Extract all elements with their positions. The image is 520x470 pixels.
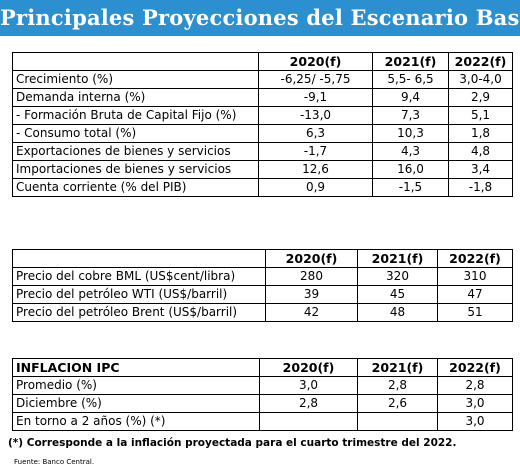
- row-label: Precio del cobre BML (US$cent/libra): [12, 267, 266, 286]
- cell-2020: 2,8: [259, 394, 358, 413]
- cell-2022: 3,0: [437, 394, 513, 413]
- table-row: Diciembre (%) 2,8 2,6 3,0: [12, 394, 513, 413]
- cell-2020: -9,1: [258, 88, 373, 107]
- cell-2022: 47: [437, 285, 513, 304]
- cell-2022: 1,8: [448, 124, 513, 143]
- header-cell: 2022(f): [448, 52, 513, 71]
- cell-2021: 10,3: [372, 124, 449, 143]
- cell-2022: -1,8: [448, 178, 513, 197]
- row-label: Importaciones de bienes y servicios: [12, 160, 259, 179]
- header-cell: 2021(f): [357, 358, 438, 377]
- footnote: (*) Corresponde a la inflación proyectad…: [8, 437, 457, 449]
- cell-2021: 4,3: [372, 142, 449, 161]
- cell-2020: 3,0: [259, 376, 358, 395]
- row-label: Cuenta corriente (% del PIB): [12, 178, 259, 197]
- table-row: - Consumo total (%) 6,3 10,3 1,8: [12, 124, 513, 143]
- cell-2020: 39: [265, 285, 358, 304]
- cell-2022: 3,0-4,0: [448, 70, 513, 89]
- table-row: Exportaciones de bienes y servicios -1,7…: [12, 142, 513, 161]
- inflation-table: INFLACION IPC 2020(f) 2021(f) 2022(f) Pr…: [12, 358, 513, 431]
- cell-2020: [259, 412, 358, 431]
- page-title: Principales Proyecciones del Escenario B…: [0, 0, 520, 36]
- header-cell: 2020(f): [259, 358, 358, 377]
- cell-2022: 5,1: [448, 106, 513, 125]
- table-header-row: 2020(f) 2021(f) 2022(f): [12, 249, 513, 268]
- projections-table: 2020(f) 2021(f) 2022(f) Crecimiento (%) …: [12, 52, 513, 197]
- table-row: - Formación Bruta de Capital Fijo (%) -1…: [12, 106, 513, 125]
- row-label: Precio del petróleo Brent (US$/barril): [12, 303, 266, 322]
- cell-2020: 42: [265, 303, 358, 322]
- cell-2022: 3,0: [437, 412, 513, 431]
- row-label: Promedio (%): [12, 376, 260, 395]
- cell-2021: 16,0: [372, 160, 449, 179]
- cell-2021: -1,5: [372, 178, 449, 197]
- row-label: Diciembre (%): [12, 394, 260, 413]
- cell-2021: 5,5- 6,5: [372, 70, 449, 89]
- cell-2020: -13,0: [258, 106, 373, 125]
- cell-2022: 4,8: [448, 142, 513, 161]
- header-cell: 2020(f): [265, 249, 358, 268]
- header-cell: 2022(f): [437, 249, 513, 268]
- cell-2020: 0,9: [258, 178, 373, 197]
- cell-2020: 6,3: [258, 124, 373, 143]
- cell-2021: 2,6: [357, 394, 438, 413]
- table-row: Crecimiento (%) -6,25/ -5,75 5,5- 6,5 3,…: [12, 70, 513, 89]
- cell-2022: 3,4: [448, 160, 513, 179]
- cell-2022: 2,9: [448, 88, 513, 107]
- header-cell: 2021(f): [357, 249, 438, 268]
- commodity-prices-table: 2020(f) 2021(f) 2022(f) Precio del cobre…: [12, 249, 513, 322]
- cell-2021: 320: [357, 267, 438, 286]
- header-cell: 2021(f): [372, 52, 449, 71]
- table-row: Demanda interna (%) -9,1 9,4 2,9: [12, 88, 513, 107]
- row-label: Precio del petróleo WTI (US$/barril): [12, 285, 266, 304]
- row-label: En torno a 2 años (%) (*): [12, 412, 260, 431]
- table-header-row: 2020(f) 2021(f) 2022(f): [12, 52, 513, 71]
- cell-2021: 7,3: [372, 106, 449, 125]
- table-row: Promedio (%) 3,0 2,8 2,8: [12, 376, 513, 395]
- table-row: Precio del petróleo WTI (US$/barril) 39 …: [12, 285, 513, 304]
- table-row: Importaciones de bienes y servicios 12,6…: [12, 160, 513, 179]
- cell-2022: 51: [437, 303, 513, 322]
- cell-2020: 280: [265, 267, 358, 286]
- cell-2021: [357, 412, 438, 431]
- header-cell: [12, 52, 259, 71]
- row-label: Crecimiento (%): [12, 70, 259, 89]
- header-cell: 2020(f): [258, 52, 373, 71]
- row-label: - Formación Bruta de Capital Fijo (%): [12, 106, 259, 125]
- cell-2021: 9,4: [372, 88, 449, 107]
- table-row: Precio del cobre BML (US$cent/libra) 280…: [12, 267, 513, 286]
- cell-2022: 310: [437, 267, 513, 286]
- cell-2020: -6,25/ -5,75: [258, 70, 373, 89]
- cell-2022: 2,8: [437, 376, 513, 395]
- cell-2020: -1,7: [258, 142, 373, 161]
- table-row: Precio del petróleo Brent (US$/barril) 4…: [12, 303, 513, 322]
- table-row: En torno a 2 años (%) (*) 3,0: [12, 412, 513, 431]
- source-note: Fuente: Banco Central.: [14, 458, 95, 466]
- row-label: - Consumo total (%): [12, 124, 259, 143]
- cell-2021: 45: [357, 285, 438, 304]
- cell-2020: 12,6: [258, 160, 373, 179]
- header-cell: 2022(f): [437, 358, 513, 377]
- row-label: Exportaciones de bienes y servicios: [12, 142, 259, 161]
- table-header-row: INFLACION IPC 2020(f) 2021(f) 2022(f): [12, 358, 513, 377]
- header-cell: INFLACION IPC: [12, 358, 260, 377]
- row-label: Demanda interna (%): [12, 88, 259, 107]
- header-cell: [12, 249, 266, 268]
- cell-2021: 48: [357, 303, 438, 322]
- cell-2021: 2,8: [357, 376, 438, 395]
- table-row: Cuenta corriente (% del PIB) 0,9 -1,5 -1…: [12, 178, 513, 197]
